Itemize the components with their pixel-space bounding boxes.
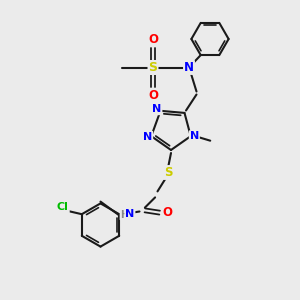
Text: Cl: Cl [57, 202, 69, 212]
Text: N: N [184, 61, 194, 74]
Text: N: N [143, 132, 152, 142]
Text: S: S [164, 166, 172, 179]
Text: H: H [120, 209, 129, 220]
Text: N: N [125, 209, 134, 219]
Text: O: O [148, 88, 158, 102]
Text: O: O [148, 33, 158, 46]
Text: S: S [148, 61, 158, 74]
Text: N: N [152, 104, 161, 114]
Text: O: O [162, 206, 172, 220]
Text: N: N [190, 131, 199, 141]
